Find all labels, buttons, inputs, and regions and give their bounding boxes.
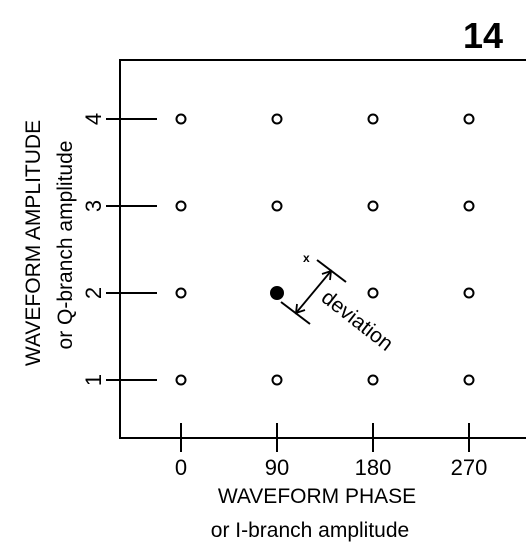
- deviation-annotation: x deviation: [280, 251, 397, 356]
- constellation-point: [175, 113, 187, 125]
- constellation-point: [367, 374, 379, 386]
- y-tick-label-1: 1: [81, 374, 106, 386]
- constellation-point: [463, 374, 475, 386]
- highlighted-point: [270, 286, 284, 300]
- y-tick-label-3: 3: [81, 200, 106, 212]
- constellation-point: [271, 200, 283, 212]
- y-axis-title-line1: WAVEFORM AMPLITUDE: [22, 120, 45, 366]
- constellation-point: [367, 200, 379, 212]
- deviation-label: deviation: [317, 286, 397, 356]
- constellation-point: [463, 113, 475, 125]
- constellation-point: [271, 113, 283, 125]
- axes-frame: [119, 59, 526, 439]
- received-marker-label: x: [303, 251, 310, 265]
- deviation-arrow-line: [295, 270, 332, 314]
- deviation-arrowhead-bottom: [294, 303, 306, 315]
- x-tick-label-0: 0: [175, 455, 187, 480]
- constellation-point: [367, 113, 379, 125]
- y-tick-label-4: 4: [81, 113, 106, 125]
- y-axis-title-line2: or Q-branch amplitude: [54, 141, 77, 350]
- x-ticks: 0 90 180 270: [175, 423, 487, 480]
- constellation-point: [463, 200, 475, 212]
- y-tick-label-2: 2: [81, 287, 106, 299]
- constellation-point: [271, 374, 283, 386]
- x-tick-label-90: 90: [265, 455, 289, 480]
- constellation-point: [367, 287, 379, 299]
- constellation-points: [175, 113, 475, 386]
- constellation-point: [175, 200, 187, 212]
- x-tick-label-180: 180: [355, 455, 392, 480]
- x-axis-title-line1: WAVEFORM PHASE: [218, 485, 416, 508]
- x-axis-title-line2: or I-branch amplitude: [211, 519, 409, 542]
- y-ticks: 1 2 3 4: [81, 113, 157, 386]
- constellation-point: [463, 287, 475, 299]
- x-tick-label-270: 270: [451, 455, 488, 480]
- figure-number: 14: [463, 15, 503, 56]
- constellation-point: [175, 287, 187, 299]
- deviation-arrowhead-top: [321, 269, 333, 281]
- constellation-point: [175, 374, 187, 386]
